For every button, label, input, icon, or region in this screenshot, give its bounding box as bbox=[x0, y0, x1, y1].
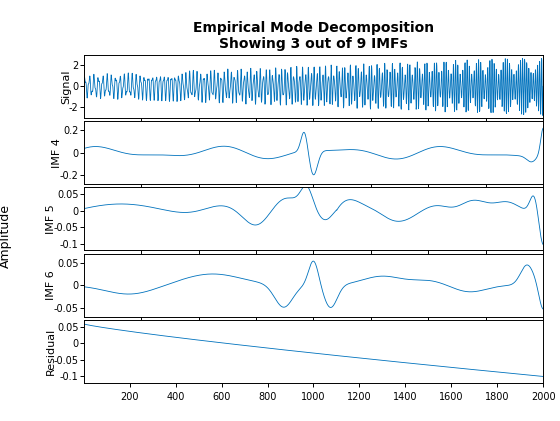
Y-axis label: IMF 6: IMF 6 bbox=[46, 270, 55, 300]
Y-axis label: IMF 5: IMF 5 bbox=[46, 204, 55, 234]
Y-axis label: Residual: Residual bbox=[46, 328, 55, 375]
Text: Empirical Mode Decomposition
Showing 3 out of 9 IMFs: Empirical Mode Decomposition Showing 3 o… bbox=[193, 21, 434, 51]
Y-axis label: IMF 4: IMF 4 bbox=[52, 138, 62, 168]
Y-axis label: Signal: Signal bbox=[61, 69, 71, 104]
Text: Amplitude: Amplitude bbox=[0, 204, 12, 268]
